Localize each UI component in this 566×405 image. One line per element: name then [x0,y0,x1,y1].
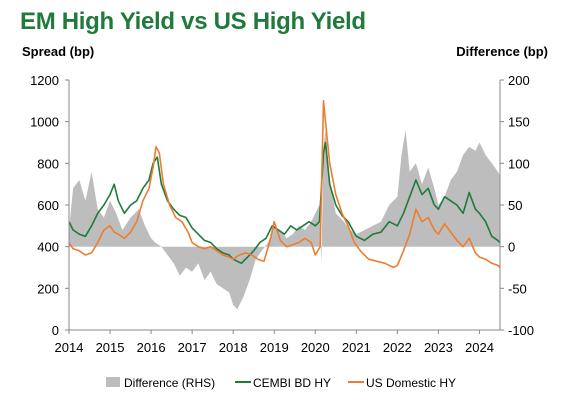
y-left-tick-label: 800 [37,156,59,171]
legend-label-us-domestic-hy: US Domestic HY [366,376,456,390]
series-line-us-domestic-hy [68,100,501,269]
x-tick-label: 2024 [465,340,494,355]
y-right-tick-label: 200 [508,73,530,88]
legend-label-difference: Difference (RHS) [124,376,215,390]
y-left-axis-label: Spread (bp) [22,44,94,59]
x-tick-label: 2020 [301,340,330,355]
legend: Difference (RHS) CEMBI BD HY US Domestic H… [106,376,456,390]
legend-swatch-difference [106,377,120,387]
y-right-tick-label: 100 [508,156,530,171]
y-left-tick-label: 600 [37,198,59,213]
x-tick-label: 2014 [55,340,84,355]
y-right-tick-label: -50 [508,281,527,296]
x-tick-label: 2022 [383,340,412,355]
legend-label-cembi-bd-hy: CEMBI BD HY [253,376,331,390]
y-right-tick-label: 50 [508,198,522,213]
y-left-tick-label: 200 [37,281,59,296]
x-tick-label: 2021 [342,340,371,355]
difference-area [69,130,500,310]
plot-area: 0 200 400 600 800 1000 1200 -100 -50 0 50 100 150 200… [30,73,534,355]
y-right-tick-label: 0 [508,240,515,255]
y-right-axis-label: Difference (bp) [456,44,548,59]
x-tick-label: 2017 [178,340,207,355]
y-right-tick-label: 150 [508,115,530,130]
x-tick-label: 2023 [424,340,453,355]
y-left-tick-label: 1000 [30,115,59,130]
x-tick-label: 2016 [137,340,166,355]
x-tick-label: 2019 [260,340,289,355]
series-line-cembi-bd-hy [68,141,501,265]
x-tick-label: 2018 [219,340,248,355]
chart-title: EM High Yield vs US High Yield [20,8,366,35]
x-tick-label: 2015 [96,340,125,355]
y-left-tick-label: 400 [37,240,59,255]
y-right-tick-label: -100 [508,323,534,338]
y-left-tick-label: 1200 [30,73,59,88]
y-left-tick-label: 0 [52,323,59,338]
